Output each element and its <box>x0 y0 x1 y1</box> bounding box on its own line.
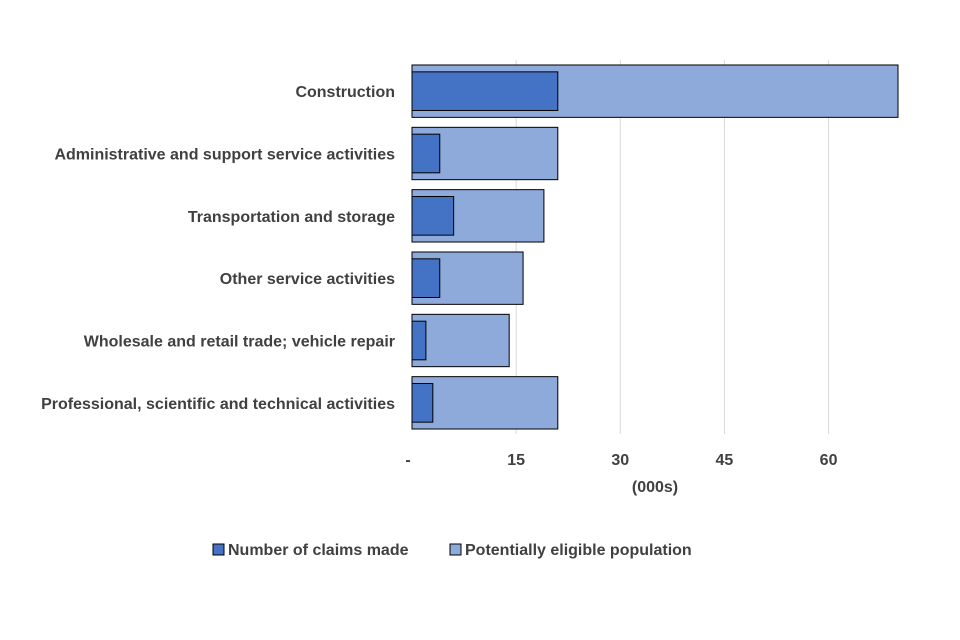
bar-claims-made-1 <box>411 133 441 174</box>
category-label-5: Professional, scientific and technical a… <box>41 396 395 413</box>
category-label-0: Construction <box>295 84 395 101</box>
bar-claims-made-5 <box>411 383 434 423</box>
x-tick-label-0: - <box>405 452 410 469</box>
category-label-1: Administrative and support service activ… <box>54 147 395 164</box>
category-labels: Construction Administrative and support s… <box>41 84 395 413</box>
bar-eligible-population-5 <box>411 376 559 430</box>
legend: Number of claims made Potentially eligibl… <box>212 542 692 559</box>
category-label-3: Other service activities <box>220 271 395 288</box>
gridlines <box>515 60 830 434</box>
bar-claims-made-4 <box>411 320 427 361</box>
x-tick-label-4: 60 <box>820 452 838 469</box>
x-axis-tick-labels: - 15 30 45 60 <box>405 452 837 469</box>
legend-label-1: Potentially eligible population <box>465 542 692 559</box>
x-axis-title: (000s) <box>632 479 678 496</box>
legend-swatch-0 <box>212 543 225 556</box>
bar-claims-made-3 <box>411 258 441 298</box>
bar-claims-made-2 <box>411 196 455 236</box>
legend-swatch-1 <box>449 543 462 556</box>
bar-eligible-population-4 <box>411 313 510 368</box>
category-label-4: Wholesale and retail trade; vehicle repa… <box>84 334 395 351</box>
x-tick-label-1: 15 <box>507 452 525 469</box>
x-tick-label-3: 45 <box>716 452 734 469</box>
bars <box>411 64 899 430</box>
x-tick-label-2: 30 <box>611 452 629 469</box>
category-label-2: Transportation and storage <box>188 209 395 226</box>
bar-claims-made-0 <box>411 71 559 111</box>
legend-label-0: Number of claims made <box>228 542 409 559</box>
